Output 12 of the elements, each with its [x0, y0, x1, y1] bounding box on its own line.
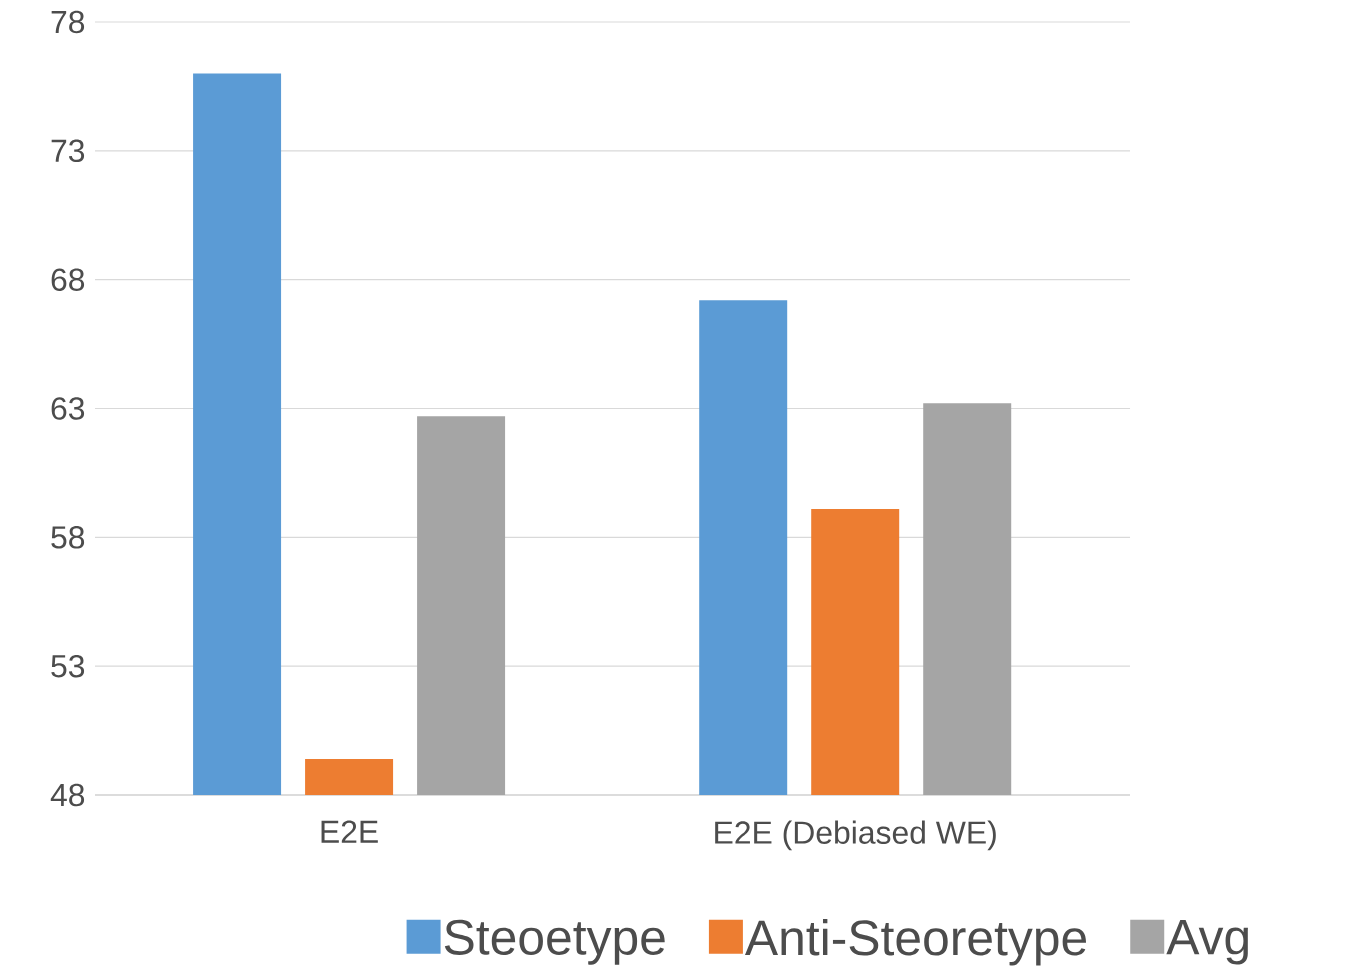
x-tick-label: E2E	[321, 820, 378, 843]
y-tick-label: 73	[51, 139, 85, 163]
y-tick-label: 68	[51, 268, 85, 291]
y-tick-label: 63	[51, 397, 85, 420]
y-tick-label: 53	[51, 654, 85, 678]
y-tick-label: 58	[51, 526, 85, 549]
legend-label: Anti-Steoretype	[744, 919, 1086, 966]
y-tick-label: 78	[51, 10, 85, 34]
legend-label: Steoetype	[444, 919, 665, 965]
y-tick-label: 48	[50, 783, 85, 807]
legend-label: Avg	[1166, 919, 1248, 965]
x-tick-label: E2E (Debiased WE)	[715, 820, 996, 851]
